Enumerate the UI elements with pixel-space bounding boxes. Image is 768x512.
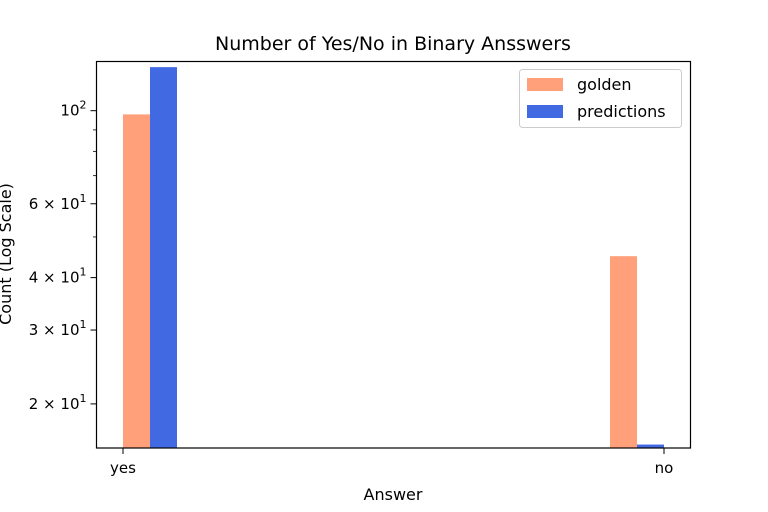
plot-frame	[95, 60, 692, 449]
y-tick-label: 2 × 101	[29, 392, 87, 413]
y-tick-label: 6 × 101	[29, 192, 87, 213]
legend-label-golden: golden	[577, 75, 632, 94]
chart-title: Number of Yes/No in Binary Ansswers	[215, 33, 571, 55]
x-tick-label-no: no	[655, 459, 674, 477]
bar-predictions-yes	[150, 67, 177, 449]
x-axis-label: Answer	[364, 485, 423, 504]
legend-label-predictions: predictions	[577, 102, 666, 121]
x-axis: yes no	[110, 448, 673, 477]
legend: golden predictions	[519, 69, 682, 128]
bar-golden-yes	[123, 114, 150, 448]
y-axis-label: Count (Log Scale)	[0, 183, 15, 325]
bar-predictions-no	[637, 444, 664, 448]
x-tick-label-yes: yes	[110, 459, 136, 477]
legend-swatch-predictions	[527, 105, 563, 118]
y-tick-label: 4 × 101	[29, 266, 87, 287]
bar-golden-no	[610, 256, 637, 448]
y-tick-label: 102	[60, 99, 86, 120]
bars-group	[123, 67, 664, 449]
legend-swatch-golden	[527, 78, 563, 91]
y-tick-label: 3 × 101	[29, 318, 87, 339]
y-axis: 102 6 × 101 4 × 101 3 × 101 2 × 101	[29, 99, 97, 413]
